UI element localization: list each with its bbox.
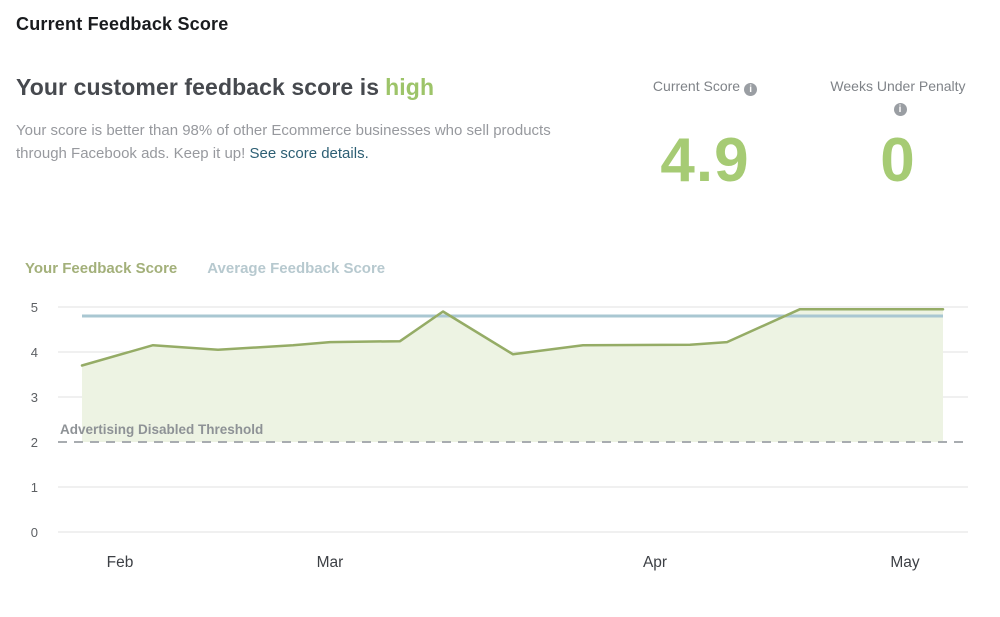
score-status-badge: high [385, 74, 435, 100]
y-axis-tick-label: 4 [31, 345, 38, 360]
threshold-label: Advertising Disabled Threshold [60, 422, 263, 437]
legend-item-your-feedback-score[interactable]: Your Feedback Score [25, 260, 178, 277]
see-score-details-link[interactable]: See score details. [249, 145, 369, 163]
chart-canvas: 5 4 3 2 1 0 Advertising Disabled Threshold Feb M… [31, 300, 968, 571]
y-axis-tick-label: 1 [31, 480, 38, 495]
headline-text: Your customer feedback score is [16, 74, 380, 100]
info-icon[interactable]: i [744, 83, 758, 96]
y-axis-tick-label: 0 [31, 525, 38, 540]
feedback-score-chart: 5 4 3 2 1 0 Advertising Disabled Threshold Feb M… [0, 290, 1000, 600]
x-axis-month-label: May [890, 554, 920, 571]
score-description: Your score is better than 98% of other E… [16, 119, 581, 166]
current-score-stat: Current Score i 4.9 [625, 76, 785, 192]
info-icon[interactable]: i [893, 103, 907, 117]
y-axis-tick-label: 2 [31, 435, 38, 450]
weeks-under-penalty-value: 0 [880, 126, 916, 195]
x-axis-month-label: Feb [107, 554, 134, 571]
current-score-value: 4.9 [660, 126, 750, 195]
chart-legend: Your Feedback Score Average Feedback Sco… [25, 260, 385, 277]
weeks-under-penalty-stat: Weeks Under Penalty i 0 [818, 76, 978, 192]
legend-item-average-feedback-score[interactable]: Average Feedback Score [207, 260, 386, 277]
page-title: Current Feedback Score [16, 14, 229, 34]
y-axis-tick-label: 3 [31, 390, 38, 405]
x-axis-month-label: Mar [317, 554, 344, 571]
headline: Your customer feedback score is high [16, 74, 434, 101]
your-score-line [80, 307, 945, 367]
x-axis-month-label: Apr [643, 554, 667, 571]
weeks-under-penalty-label: Weeks Under Penalty [830, 78, 966, 94]
current-score-label: Current Score [652, 78, 741, 94]
description-text: Your score is better than 98% of other E… [16, 122, 551, 163]
y-axis-tick-label: 5 [31, 300, 38, 315]
